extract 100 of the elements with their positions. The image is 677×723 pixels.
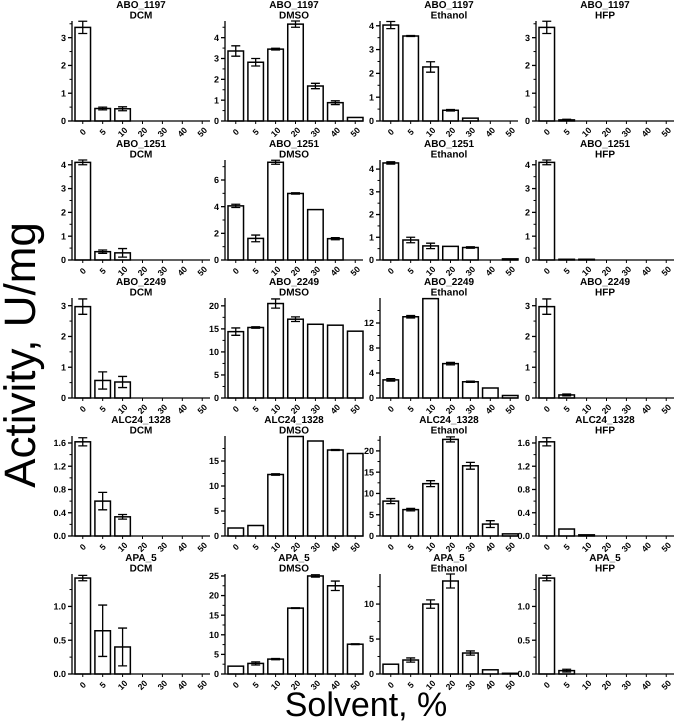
x-tick-label: 10 — [580, 124, 594, 139]
x-tick-label: 50 — [503, 678, 518, 692]
x-tick-label: 40 — [639, 264, 654, 278]
x-tick-label: 5 — [97, 266, 108, 276]
x-tick-label: 0 — [386, 266, 396, 276]
y-tick-label: 1.6 — [517, 438, 530, 448]
y-tick-label: 0.5 — [517, 635, 530, 646]
y-tick-label: 15 — [208, 456, 219, 466]
x-tick-label: 10 — [268, 540, 283, 554]
x-tick-label: 5 — [405, 126, 416, 138]
x-tick-label: 5 — [250, 680, 262, 690]
x-tick-label: 10 — [424, 678, 438, 692]
y-tick-label: 5 — [214, 650, 219, 660]
y-tick-label: 3 — [524, 184, 530, 194]
x-tick-label: 30 — [308, 678, 322, 692]
y-tick-label: 15 — [208, 610, 219, 620]
y-tick-label: 10 — [208, 481, 219, 492]
y-tick-label: 20 — [208, 300, 219, 311]
chart-title: ABO_2249 — [116, 277, 166, 288]
x-tick-label: 40 — [483, 540, 498, 554]
y-tick-label: 1 — [524, 88, 530, 98]
x-tick-label: 20 — [288, 264, 303, 278]
chart-subtitle: DCM — [130, 564, 152, 574]
y-tick-label: 3 — [524, 32, 530, 43]
chart-title: ALC24_1328 — [264, 415, 324, 426]
x-tick-label: 10 — [268, 264, 283, 278]
x-tick-label: 0 — [78, 542, 88, 552]
y-tick-label: 5 — [368, 510, 374, 520]
x-tick-label: 20 — [136, 124, 150, 139]
x-tick-label: 40 — [175, 540, 190, 554]
x-tick-label: 40 — [328, 540, 342, 554]
x-tick-label: 30 — [464, 124, 478, 139]
chart-subtitle: Ethanol — [430, 426, 468, 436]
chart-subtitle: DMSO — [279, 150, 310, 160]
x-tick-label: 0 — [230, 542, 242, 552]
x-tick-label: 0 — [230, 266, 242, 276]
x-tick-label: 50 — [503, 540, 518, 554]
y-tick-label: 15 — [208, 324, 219, 334]
y-tick-label: 2 — [214, 74, 219, 84]
y-tick-label: 25 — [208, 571, 219, 582]
y-tick-label: 8 — [368, 343, 374, 354]
chart-title: APA_5 — [589, 553, 622, 564]
x-tick-label: 5 — [561, 266, 572, 276]
x-tick-label: 0 — [230, 126, 242, 138]
x-tick-label: 10 — [424, 402, 438, 416]
x-tick-label: 20 — [444, 678, 458, 692]
x-tick-label: 50 — [503, 124, 518, 139]
x-tick-label: 30 — [464, 678, 478, 692]
x-tick-label: 50 — [348, 264, 362, 278]
y-tick-label: 4 — [214, 202, 219, 212]
x-tick-label: 5 — [561, 126, 572, 138]
y-tick-label: 0.4 — [53, 508, 66, 518]
x-tick-label: 20 — [600, 124, 614, 139]
y-tick-label: 0 — [368, 531, 374, 542]
x-tick-label: 10 — [580, 264, 594, 278]
x-tick-label: 20 — [288, 402, 303, 416]
x-tick-label: 10 — [116, 402, 130, 416]
y-tick-label: 3 — [368, 186, 374, 197]
y-tick-label: 0.5 — [53, 635, 66, 646]
y-tick-label: 6 — [214, 175, 219, 186]
y-tick-label: 1 — [214, 95, 219, 106]
x-tick-label: 30 — [620, 124, 634, 139]
y-tick-label: 10 — [208, 347, 219, 358]
x-tick-label: 50 — [195, 402, 210, 416]
x-tick-label: 50 — [195, 264, 210, 278]
x-tick-label: 40 — [639, 678, 654, 692]
x-tick-label: 30 — [620, 540, 634, 554]
y-tick-label: 4 — [60, 160, 66, 170]
x-tick-label: 10 — [424, 264, 438, 278]
x-tick-label: 5 — [405, 542, 416, 552]
x-tick-label: 5 — [97, 542, 108, 552]
x-tick-label: 20 — [444, 124, 458, 139]
x-tick-label: 40 — [175, 402, 190, 416]
chart-title: ABO_1197 — [424, 0, 474, 11]
x-tick-label: 0 — [386, 126, 396, 138]
y-tick-label: 4 — [524, 160, 530, 170]
y-tick-label: 15 — [364, 467, 374, 478]
chart-title: ABO_1251 — [268, 139, 320, 150]
chart-title: ABO_2249 — [424, 277, 474, 288]
x-tick-label: 50 — [348, 402, 362, 416]
chart-title: ALC24_1328 — [419, 415, 480, 426]
x-tick-label: 5 — [405, 404, 416, 414]
y-tick-label: 12 — [364, 318, 374, 328]
x-tick-label: 0 — [230, 680, 242, 690]
x-tick-label: 20 — [136, 678, 150, 692]
x-tick-label: 40 — [639, 124, 654, 139]
y-tick-label: 1 — [524, 362, 530, 372]
y-tick-label: 5 — [368, 634, 374, 644]
x-tick-label: 0 — [386, 680, 396, 690]
x-tick-label: 30 — [620, 678, 634, 692]
y-tick-label: 10 — [364, 488, 374, 499]
chart-subtitle: DCM — [130, 288, 152, 298]
x-tick-label: 10 — [580, 540, 594, 554]
y-tick-label: 4 — [214, 32, 219, 43]
chart-subtitle: Ethanol — [430, 288, 468, 298]
chart-title: ABO_1251 — [424, 139, 474, 150]
x-tick-label: 30 — [308, 540, 322, 554]
x-tick-label: 0 — [542, 266, 552, 276]
chart-subtitle: DCM — [130, 150, 152, 160]
x-tick-label: 10 — [116, 124, 130, 139]
